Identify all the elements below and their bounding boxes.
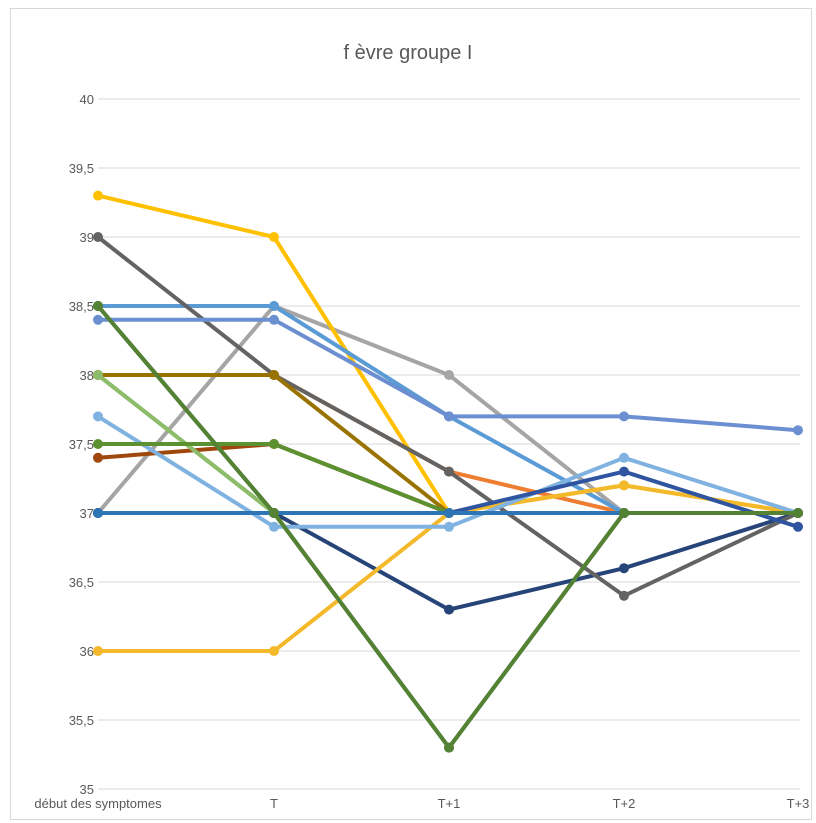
series-3 — [93, 301, 803, 518]
data-point — [269, 370, 279, 380]
series-lines — [93, 190, 803, 753]
data-point — [619, 508, 629, 518]
data-point — [93, 370, 103, 380]
data-point — [93, 646, 103, 656]
y-tick-label: 35 — [80, 782, 94, 797]
y-tick-label: 39 — [80, 230, 94, 245]
data-point — [93, 301, 103, 311]
data-point — [444, 411, 454, 422]
data-point — [793, 521, 803, 532]
data-point — [269, 646, 279, 656]
y-tick-label: 36 — [80, 644, 94, 659]
chart-title: f èvre groupe I — [343, 42, 473, 64]
y-tick-label: 35,5 — [69, 713, 94, 728]
x-tick-label: T+1 — [438, 796, 461, 811]
data-point — [93, 314, 103, 325]
x-tick-label: T — [270, 796, 278, 811]
data-point — [93, 439, 103, 449]
data-point — [269, 314, 279, 325]
data-point — [269, 521, 279, 532]
x-tick-label: T+2 — [613, 796, 636, 811]
data-point — [269, 439, 279, 449]
y-tick-label: 38,5 — [69, 299, 94, 314]
x-axis-ticks: début des symptomes T T+1 T+2 T+3 — [34, 796, 809, 811]
data-point — [619, 411, 629, 422]
data-point — [793, 508, 803, 518]
series-13 — [93, 480, 803, 656]
data-point — [444, 370, 454, 380]
data-point — [444, 742, 454, 753]
x-tick-label: T+3 — [787, 796, 810, 811]
data-point — [444, 604, 454, 615]
x-tick-label: début des symptomes — [34, 796, 162, 811]
y-tick-label: 39,5 — [69, 161, 94, 176]
y-tick-label: 36,5 — [69, 575, 94, 590]
series-line — [96, 193, 800, 515]
y-tick-label: 37 — [80, 506, 94, 521]
data-point — [619, 563, 629, 574]
y-axis-ticks: 35 35,5 36 36,5 37 37,5 38 38,5 39 39,5 40 — [69, 92, 94, 797]
data-point — [619, 480, 629, 491]
data-point — [269, 232, 279, 242]
data-point — [619, 590, 629, 601]
data-point — [93, 508, 103, 518]
data-point — [93, 452, 103, 463]
data-point — [93, 190, 103, 201]
series-5 — [93, 301, 803, 518]
series-11 — [93, 314, 803, 436]
series-19 — [93, 301, 803, 753]
y-tick-label: 38 — [80, 368, 94, 383]
data-point — [269, 508, 279, 518]
y-tick-label: 40 — [80, 92, 94, 107]
data-point — [793, 425, 803, 436]
data-point — [93, 411, 103, 422]
data-point — [619, 452, 629, 463]
data-point — [269, 301, 279, 311]
data-point — [619, 466, 629, 477]
chart-area — [10, 8, 812, 820]
y-tick-label: 37,5 — [69, 437, 94, 452]
data-point — [444, 521, 454, 532]
data-point — [444, 508, 454, 518]
data-point — [93, 232, 103, 242]
data-point — [444, 466, 454, 477]
